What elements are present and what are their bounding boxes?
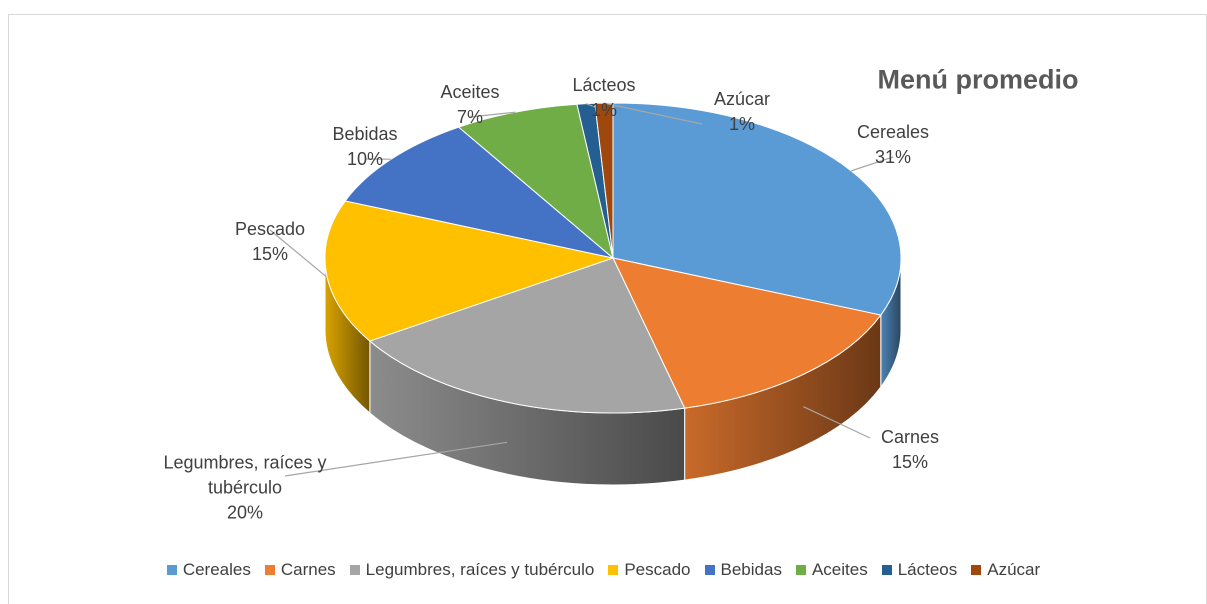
data-label-category: Bebidas bbox=[332, 124, 398, 144]
data-label: Legumbres, raíces y tubérculo 20% bbox=[145, 451, 345, 526]
pie-slice bbox=[324, 200, 615, 342]
legend-item: Lácteos bbox=[881, 560, 958, 580]
data-label: Bebidas 10% bbox=[332, 122, 397, 172]
leader-line bbox=[851, 156, 894, 172]
legend-label: Azúcar bbox=[987, 560, 1041, 579]
data-label-value: 15% bbox=[251, 244, 289, 264]
leader-line bbox=[284, 441, 508, 477]
legend-swatch bbox=[264, 565, 275, 575]
data-label-category: Pescado bbox=[234, 219, 306, 239]
legend-label: Bebidas bbox=[720, 560, 782, 579]
chart-title: Menú promedio bbox=[877, 64, 1079, 95]
data-label-category: Lácteos bbox=[572, 75, 636, 95]
legend-item: Bebidas bbox=[704, 560, 782, 580]
legend-label: Aceites bbox=[811, 560, 868, 579]
legend-label: Carnes bbox=[280, 560, 336, 579]
data-label-value: 1% bbox=[590, 100, 618, 120]
legend-swatch bbox=[704, 565, 715, 575]
leader-line bbox=[603, 102, 703, 125]
legend-item: Aceites bbox=[795, 560, 868, 580]
legend-item: Cereales bbox=[166, 560, 251, 580]
data-label-value: 15% bbox=[891, 452, 929, 472]
legend-item: Azúcar bbox=[971, 560, 1040, 580]
data-label-value: 31% bbox=[874, 147, 912, 167]
legend-label: Pescado bbox=[624, 560, 691, 579]
data-label-category: Legumbres, raíces y tubérculo bbox=[163, 452, 327, 498]
pie-slice bbox=[612, 257, 882, 409]
data-label-value: 7% bbox=[456, 107, 483, 127]
legend-swatch bbox=[349, 565, 360, 575]
data-label: Pescado 15% bbox=[235, 217, 305, 267]
leader-line bbox=[269, 229, 327, 278]
legend-label: Legumbres, raíces y tubérculo bbox=[365, 560, 595, 579]
legend-swatch bbox=[971, 565, 982, 575]
legend-item: Pescado bbox=[608, 560, 691, 580]
data-label: Lácteos 1% bbox=[572, 73, 635, 123]
data-label: Cereales 31% bbox=[857, 120, 929, 170]
pie-slice bbox=[612, 102, 902, 316]
legend-swatch bbox=[795, 565, 806, 575]
pie-slice bbox=[594, 102, 614, 259]
legend-swatch bbox=[608, 565, 619, 575]
data-label-category: Carnes bbox=[880, 427, 940, 447]
legend-swatch bbox=[166, 565, 177, 575]
data-label: Aceites 7% bbox=[440, 80, 499, 130]
data-label-category: Cereales bbox=[856, 122, 930, 142]
legend-swatch bbox=[881, 565, 892, 575]
data-label-category: Aceites bbox=[440, 82, 500, 102]
data-label-value: 1% bbox=[728, 114, 755, 134]
leader-line bbox=[469, 111, 516, 118]
legend-label: Lácteos bbox=[897, 560, 958, 579]
pie-slice bbox=[344, 126, 614, 259]
legend-label: Cereales bbox=[182, 560, 251, 579]
leader-line bbox=[803, 406, 871, 439]
pie-slice bbox=[457, 103, 614, 260]
pie-slice bbox=[368, 257, 686, 414]
data-label-value: 20% bbox=[226, 502, 264, 523]
data-label-category: Azúcar bbox=[713, 89, 771, 109]
legend-item: Carnes bbox=[264, 560, 336, 580]
data-label: Azúcar 1% bbox=[714, 87, 770, 137]
data-label: Carnes 15% bbox=[881, 425, 939, 475]
legend-item: Legumbres, raíces y tubérculo bbox=[349, 560, 595, 580]
data-label-value: 10% bbox=[346, 149, 384, 169]
legend: Cereales Carnes Legumbres, raíces y tubérc… bbox=[0, 560, 1207, 580]
